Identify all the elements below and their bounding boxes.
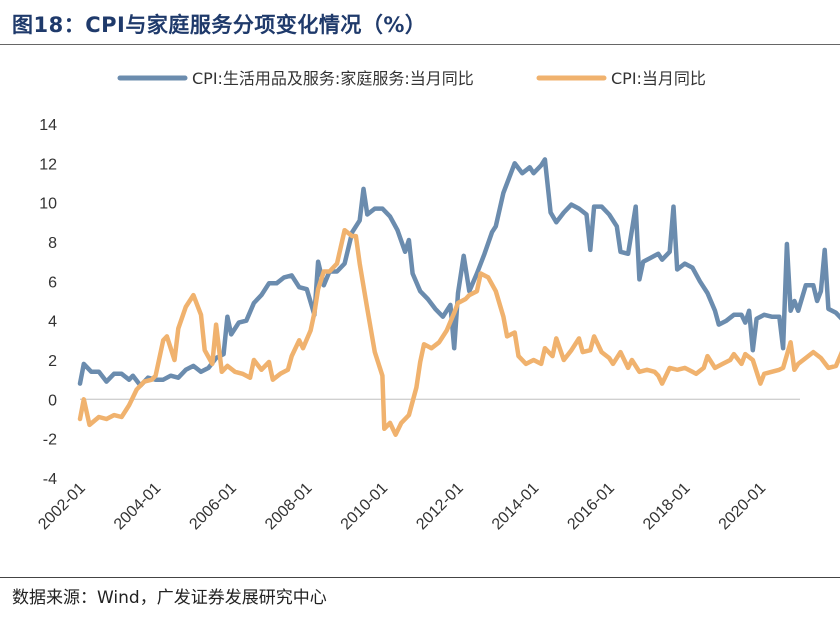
- source-divider: [0, 577, 840, 578]
- y-tick-label: 0: [48, 392, 57, 409]
- x-tick-label: 2012-01: [413, 480, 467, 534]
- x-tick-label: 2020-01: [716, 480, 770, 534]
- chart-title: 图18：CPI与家庭服务分项变化情况（%）: [12, 13, 427, 37]
- y-tick-label: 10: [39, 196, 57, 213]
- y-tick-label: -4: [43, 471, 57, 488]
- series-line-cpi: [77, 227, 840, 437]
- x-tick-label: 2010-01: [338, 480, 392, 534]
- line-chart: CPI:生活用品及服务:家庭服务:当月同比 CPI:当月同比 14 12 10 8 6 4 2…: [35, 69, 840, 534]
- y-tick-label: 12: [39, 156, 57, 173]
- y-tick-label: 14: [39, 117, 57, 134]
- x-tick-label: 2014-01: [489, 480, 543, 534]
- series-line-home-service: [77, 157, 840, 388]
- x-axis: 2002-01 2004-01 2006-01 2008-01 2010-01 2012-…: [35, 480, 769, 534]
- source-note: 数据来源：Wind，广发证券发展研究中心: [12, 588, 327, 608]
- legend-label-home-service: CPI:生活用品及服务:家庭服务:当月同比: [192, 69, 474, 88]
- y-tick-label: 4: [48, 314, 57, 331]
- x-tick-label: 2006-01: [186, 480, 240, 534]
- x-tick-label: 2004-01: [111, 480, 165, 534]
- y-axis: 14 12 10 8 6 4 2 0 -2 -4: [39, 117, 57, 488]
- title-divider: [0, 44, 840, 45]
- x-tick-label: 2008-01: [262, 480, 316, 534]
- y-tick-label: -2: [43, 432, 57, 449]
- x-tick-label: 2016-01: [564, 480, 618, 534]
- y-tick-label: 6: [48, 274, 57, 291]
- legend-label-cpi: CPI:当月同比: [611, 69, 706, 88]
- y-tick-label: 8: [48, 235, 57, 252]
- x-tick-label: 2018-01: [640, 480, 694, 534]
- y-tick-label: 2: [48, 353, 57, 370]
- series-group: [77, 157, 840, 437]
- legend: CPI:生活用品及服务:家庭服务:当月同比 CPI:当月同比: [117, 69, 706, 88]
